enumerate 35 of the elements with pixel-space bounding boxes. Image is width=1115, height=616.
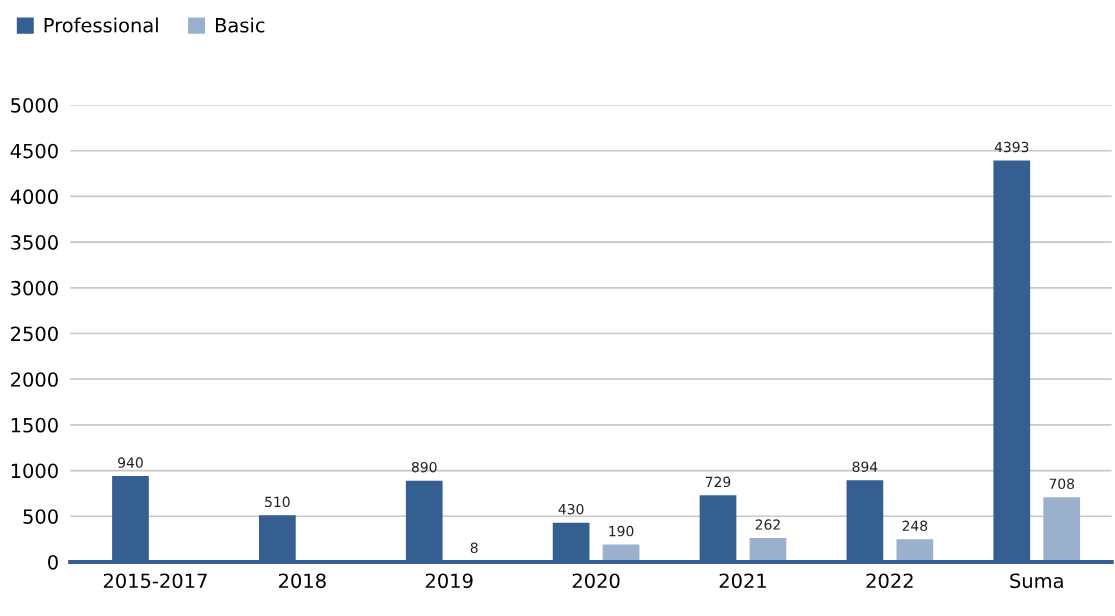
bar (1043, 497, 1081, 562)
y-tick-label: 0 (48, 554, 58, 570)
bar (896, 539, 934, 562)
data-label: 262 (755, 519, 780, 530)
x-tick-label: 2015-2017 (103, 573, 207, 589)
y-tick-label: 500 (23, 509, 58, 524)
data-label: 190 (609, 525, 634, 537)
y-tick-label: 1500 (11, 417, 58, 433)
data-label: 4393 (994, 141, 1029, 153)
y-tick-label: 5000 (11, 97, 58, 113)
x-tick-label: 2018 (279, 573, 326, 589)
data-label: 510 (265, 496, 290, 508)
x-tick-label: Suma (1010, 573, 1063, 589)
bar (749, 538, 787, 562)
data-label: 894 (852, 461, 878, 473)
data-label: 890 (411, 461, 437, 473)
y-tick-label: 4500 (10, 143, 58, 159)
data-label: 248 (902, 520, 928, 532)
x-tick-label: 2020 (572, 573, 620, 589)
y-tick-label: 3500 (11, 235, 58, 250)
data-label: 729 (705, 476, 731, 488)
y-tick-label: 1000 (11, 463, 58, 479)
x-tick-label: 2022 (866, 573, 913, 589)
y-tick-label: 2500 (11, 326, 58, 342)
data-label: 708 (1049, 478, 1075, 490)
data-label: 430 (558, 503, 584, 515)
y-tick-label: 4000 (10, 189, 58, 205)
y-tick-label: 2000 (11, 372, 58, 387)
x-tick-label: 2019 (425, 573, 473, 589)
data-label: 8 (470, 542, 478, 553)
y-tick-label: 3000 (11, 280, 58, 296)
legend-label: Professional (44, 17, 158, 33)
legend-label: Basic (215, 17, 265, 33)
data-label: 940 (118, 457, 143, 468)
x-tick-label: 2021 (719, 573, 766, 589)
